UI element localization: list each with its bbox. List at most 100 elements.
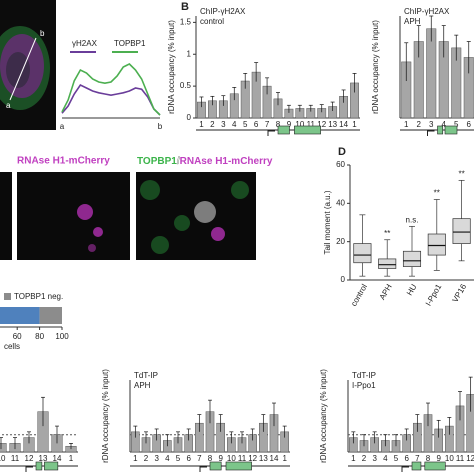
x-tick-label: 5 (176, 454, 181, 463)
chart-title: ChIP-γH2AX (404, 7, 450, 16)
y-tick-label: 40 (336, 198, 345, 207)
x-tick-label: 8 (208, 454, 213, 463)
gene-box (44, 461, 59, 471)
x-tick-label: 100 (55, 332, 69, 341)
nucleus (77, 204, 93, 220)
y-tick-label: 20 (336, 237, 345, 246)
nucleus (231, 181, 249, 199)
x-tick-label: 7 (265, 120, 270, 129)
x-tick-label: 2 (417, 120, 422, 129)
x-tick-label: 14 (270, 454, 279, 463)
chart-title: APH (404, 17, 421, 26)
title-part: RNAse H1-mCherry (180, 156, 273, 167)
image-label: b (40, 29, 45, 38)
x-tick-label: 1 (404, 120, 409, 129)
image-label: a (6, 101, 11, 110)
x-tick-label: control (349, 282, 369, 307)
nucleus (6, 52, 30, 88)
x-tick-label: 1 (133, 454, 138, 463)
x-tick-label: 14 (53, 454, 62, 463)
gene-box (444, 125, 458, 135)
x-tick-label: 6 (254, 120, 259, 129)
x-tick-label: 9 (218, 454, 223, 463)
x-tick-label: 14 (339, 120, 348, 129)
x-tick-label: 2 (210, 120, 215, 129)
x-tick-label: 1 (351, 454, 356, 463)
y-tick-label: 0 (341, 275, 346, 284)
gene-box (294, 125, 321, 135)
chart-title: ChIP-γH2AX (200, 7, 246, 16)
x-tick-label: 2 (144, 454, 149, 463)
y-tick-label: 60 (336, 160, 345, 169)
x-tick-label: 3 (429, 120, 434, 129)
x-tick-label: 11 (307, 120, 316, 129)
x-tick-label: 5 (454, 120, 459, 129)
x-label: b (158, 122, 163, 131)
x-tick-label: 8 (426, 454, 431, 463)
gene-box (209, 461, 222, 471)
x-tick-label: 12 (466, 454, 474, 463)
x-tick-label: 5 (243, 120, 248, 129)
x-tick-label: 3 (221, 120, 226, 129)
title-part: TOPBP1 (137, 156, 177, 167)
box (378, 258, 397, 269)
x-tick-label: 80 (35, 332, 44, 341)
nucleus (140, 180, 160, 200)
box (427, 233, 446, 256)
x-tick-label: 13 (259, 454, 268, 463)
x-tick-label: 11 (11, 454, 20, 463)
x-tick-label: 9 (287, 120, 292, 129)
x-tick-label: 10 (295, 120, 304, 129)
title-part: / (177, 156, 180, 167)
x-tick-label: 6 (467, 120, 472, 129)
x-tick-label: HU (405, 282, 419, 297)
x-tick-label: 13 (328, 120, 337, 129)
x-tick-label: 4 (232, 120, 237, 129)
x-tick-label: 3 (154, 454, 159, 463)
promoter-arrow (199, 466, 207, 472)
x-tick-label: 4 (165, 454, 170, 463)
box (402, 250, 422, 267)
x-tick-label: 2 (362, 454, 367, 463)
x-tick-label: 13 (39, 454, 48, 463)
x-tick-label: 11 (238, 454, 247, 463)
x-tick-label: 1 (352, 120, 357, 129)
chart-title: control (200, 17, 224, 26)
significance: ** (458, 169, 464, 178)
box (353, 243, 372, 264)
x-tick-label: 10 (227, 454, 236, 463)
panel-label: D (338, 146, 346, 158)
x-tick-label: 4 (383, 454, 388, 463)
panel-label: B (181, 1, 189, 13)
chart-title: TdT-IP (134, 371, 158, 380)
bar-segment (0, 307, 40, 324)
profile-line (61, 83, 161, 116)
x-tick-label: 3 (372, 454, 377, 463)
profile-line (61, 63, 161, 116)
promoter-arrow (427, 130, 435, 136)
gene-box (35, 461, 43, 471)
nucleus (174, 215, 190, 231)
x-tick-label: 10 (0, 454, 6, 463)
y-label: Tail moment (a.u.) (323, 190, 332, 254)
gene-box (424, 461, 446, 471)
legend-label: TOPBP1 neg. (14, 292, 63, 301)
significance: ** (384, 229, 390, 238)
x-tick-label: 8 (276, 120, 281, 129)
x-tick-label: 12 (25, 454, 34, 463)
legend-label: γH2AX (72, 39, 98, 48)
x-tick-label: 60 (13, 332, 22, 341)
x-tick-label: I-Ppo1 (424, 282, 444, 307)
promoter-arrow (267, 130, 275, 136)
x-label: a (60, 122, 65, 131)
y-label: rDNA occupancy (% input) (371, 20, 380, 114)
x-tick-label: 6 (186, 454, 191, 463)
legend-swatch (4, 293, 11, 300)
gene-box (411, 461, 422, 471)
y-tick-label: 0.5 (180, 81, 192, 90)
image-title: TOPBP1/RNAse H1-mCherry (137, 156, 273, 167)
x-tick-label: 7 (415, 454, 420, 463)
profile-line (9, 37, 37, 101)
micrograph (17, 172, 130, 260)
